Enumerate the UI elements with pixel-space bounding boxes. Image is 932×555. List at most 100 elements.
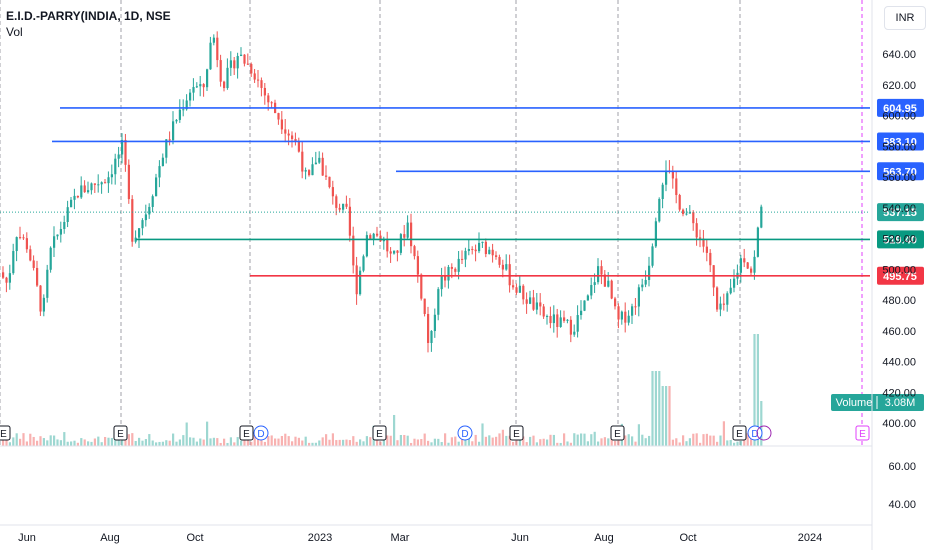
candle-body [376, 233, 379, 236]
earnings-marker [509, 425, 524, 441]
volume-bar [505, 435, 508, 446]
candle-body [250, 64, 253, 74]
candle-body [515, 287, 518, 293]
volume-bar [331, 433, 334, 446]
volume-bar [399, 435, 402, 446]
candle-body [80, 185, 83, 198]
candle-body [532, 297, 535, 310]
candle-body [410, 222, 413, 247]
volume-bar [175, 441, 178, 446]
volume-bar [627, 434, 630, 446]
candle-body [406, 222, 409, 238]
candle-body [175, 119, 178, 122]
volume-bar [294, 436, 297, 446]
volume-bar [512, 441, 515, 446]
earnings-marker [239, 425, 254, 441]
volume-bar [440, 442, 443, 446]
candle-body [481, 241, 484, 243]
candle-body [195, 86, 198, 88]
volume-bar [450, 437, 453, 446]
volume-bar [172, 433, 175, 446]
volume-bar [590, 434, 593, 446]
volume-bar [586, 441, 589, 446]
candle-body [110, 174, 113, 178]
volume-bar [138, 437, 141, 446]
time-tick-label: Jun [511, 532, 529, 544]
volume-bar [274, 438, 277, 446]
last-price-tag [877, 203, 924, 222]
volume-bar [345, 439, 348, 446]
candle-body [168, 139, 171, 141]
candle-body [682, 209, 685, 215]
candle-body [138, 228, 141, 238]
symbol-title: E.I.D.-PARRY(INDIA, 1D, NSE [6, 9, 171, 23]
volume-bar [185, 422, 188, 446]
candle-body [311, 164, 314, 176]
candle-body [321, 157, 324, 176]
volume-bar [464, 437, 467, 446]
volume-bar [583, 433, 586, 446]
volume-bar [760, 401, 763, 446]
candle-body [158, 166, 161, 178]
volume-bar [335, 440, 338, 446]
volume-tick-label: 40.00 [888, 499, 916, 511]
volume-bar [93, 438, 96, 446]
volume-bar [716, 441, 719, 446]
candle-body [12, 251, 15, 274]
candle-body [590, 285, 593, 296]
volume-bar [658, 371, 661, 446]
volume-bar [430, 442, 433, 446]
volume-bar [427, 440, 430, 446]
dividend-marker [253, 425, 269, 441]
volume-bar [661, 386, 664, 446]
candle-body [454, 268, 457, 272]
candle-body [56, 234, 59, 237]
candle-body [32, 260, 35, 268]
volume-bar [219, 442, 222, 446]
candle-body [304, 170, 307, 172]
volume-bar [569, 442, 572, 446]
candle-body [246, 63, 249, 65]
volume-bar [539, 439, 542, 446]
candle-body [325, 175, 328, 177]
currency-button[interactable]: INR [884, 6, 926, 30]
candle-body [365, 235, 368, 257]
volume-bar [318, 440, 321, 446]
volume-bar [236, 437, 239, 446]
volume-bar [498, 433, 501, 446]
volume-bar [25, 441, 28, 446]
volume-bar [110, 438, 113, 446]
candle-body [675, 178, 678, 196]
candle-body [345, 203, 348, 207]
candle-body [644, 280, 647, 285]
volume-bar [178, 439, 181, 446]
candle-body [352, 235, 355, 266]
candle-body [212, 37, 215, 43]
candle-body [328, 176, 331, 188]
candle-body [637, 287, 640, 307]
volume-bar [705, 433, 708, 446]
candlesticks [2, 31, 763, 353]
candle-body [498, 256, 501, 265]
candle-body [610, 280, 613, 299]
volume-bar [634, 441, 637, 446]
candle-body [5, 277, 8, 283]
candle-body [529, 297, 532, 304]
volume-bar [631, 436, 634, 446]
candle-body [76, 195, 79, 198]
candle-body [379, 235, 382, 242]
dividend-marker-label: D [751, 429, 758, 440]
volume-bar [46, 440, 49, 446]
volume-bar [277, 438, 280, 446]
candle-body [726, 293, 729, 305]
indicator-label: Vol [6, 25, 23, 39]
price-tick-label: 440.00 [882, 357, 916, 369]
volume-bar [192, 437, 195, 446]
candle-body [8, 273, 11, 283]
volume-bar [654, 371, 657, 446]
candle-body [433, 314, 436, 331]
volume-bar [63, 432, 66, 446]
